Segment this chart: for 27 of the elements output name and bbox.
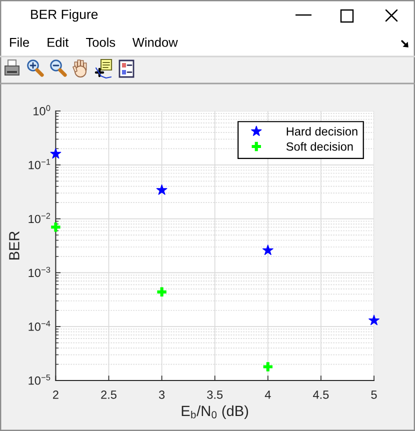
- point: [156, 184, 168, 195]
- point: [262, 244, 274, 256]
- y-tick-label: 10$^{0}$: [34, 105, 50, 116]
- x-tick-label: 2.5: [101, 390, 116, 399]
- y-tick-label: 10$^{−1}$: [28, 159, 50, 170]
- x-axis-title: E$_{b}$/N$_{0}$ (dB): [182, 405, 248, 419]
- text: Window: [132, 38, 178, 47]
- x-tick-label: 2: [53, 390, 58, 399]
- x-tick-label: 5: [371, 390, 377, 399]
- y-tick-label: 10$^{−3}$: [28, 266, 50, 278]
- x-tick-label: 3.5: [207, 390, 223, 399]
- x-tick-label: 4.5: [313, 390, 329, 399]
- legend-label: Hard decision: [286, 126, 358, 136]
- x-tick-label: 3: [158, 390, 165, 399]
- point: [368, 314, 380, 326]
- text: Edit: [48, 38, 69, 47]
- y-tick-label: 10$^{−4}$: [28, 320, 50, 331]
- y-tick-label: 10$^{−2}$: [28, 212, 50, 224]
- chart-title: BER Figure: [31, 9, 98, 22]
- y-tick-label: 10$^{−5}$: [28, 374, 50, 385]
- text: Tools: [86, 38, 116, 47]
- text: File: [10, 38, 30, 47]
- legend-label: Soft decision: [286, 142, 353, 151]
- x-tick-label: 4: [264, 390, 271, 399]
- point: [50, 221, 62, 234]
- y-axis-title: BER: [9, 231, 20, 260]
- point: [50, 148, 62, 159]
